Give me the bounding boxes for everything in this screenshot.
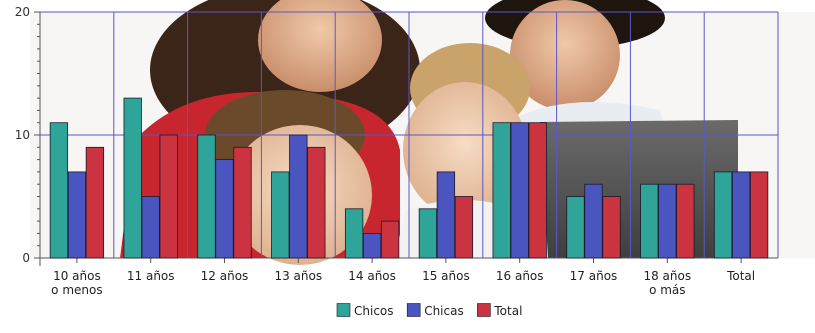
bar-chicas-5 <box>436 171 456 259</box>
y-tick-label: 0 <box>22 251 30 265</box>
legend-label-chicos: Chicos <box>354 304 394 318</box>
category-label: 11 años <box>127 269 175 283</box>
bar-total-7 <box>602 196 621 259</box>
bar-chicas-8 <box>658 183 677 259</box>
category-label: 10 años o menos <box>51 269 102 297</box>
bar-total-2 <box>233 146 252 259</box>
category-label: 12 años <box>201 269 249 283</box>
legend-label-total: Total <box>493 304 522 318</box>
legend-swatch-total <box>477 303 491 317</box>
legend-swatch-chicas <box>406 303 421 317</box>
bar-chicos-8 <box>640 183 659 259</box>
category-label: 15 años <box>422 269 470 283</box>
category-label: 13 años <box>274 269 322 283</box>
category-label: 16 años <box>496 269 544 283</box>
category-labels: 10 años o menos 11 años 12 años 13 años 14 añ… <box>51 269 755 297</box>
bar-chicas-3 <box>289 134 308 259</box>
bar-chicos-3 <box>271 171 290 259</box>
bar-chicos-1 <box>123 97 142 259</box>
bar-chicos-5 <box>418 208 438 259</box>
category-label: 18 años o más <box>643 269 691 297</box>
bar-total-3 <box>307 146 326 259</box>
legend: Chicos Chicas Total <box>336 303 522 318</box>
bar-chicas-6 <box>510 122 529 259</box>
bar-total-6 <box>528 122 547 259</box>
bar-chicos-9 <box>713 171 733 259</box>
bar-chicas-4 <box>362 232 382 259</box>
bar-total-0 <box>85 146 105 259</box>
y-tick-label: 10 <box>15 128 30 142</box>
bar-chicas-7 <box>584 183 603 259</box>
bar-total-5 <box>454 196 474 259</box>
bar-chicas-9 <box>731 171 751 259</box>
bar-total-9 <box>749 171 769 259</box>
bar-total-8 <box>676 183 695 259</box>
category-label: 14 años <box>348 269 396 283</box>
bar-chicos-7 <box>566 196 585 259</box>
bar-chicos-2 <box>197 134 216 259</box>
bar-chicos-0 <box>49 122 69 259</box>
bar-total-1 <box>159 134 178 259</box>
bar-chicas-0 <box>67 171 87 259</box>
legend-label-chicas: Chicas <box>424 304 464 318</box>
category-label: Total <box>726 269 755 283</box>
bars <box>49 97 769 259</box>
bar-chicos-6 <box>492 122 511 259</box>
category-label: 17 años <box>570 269 618 283</box>
y-tick-label: 20 <box>15 5 30 19</box>
bar-chicas-2 <box>215 159 234 259</box>
bar-chicos-4 <box>344 208 364 259</box>
legend-swatch-chicos <box>336 303 351 317</box>
bar-total-4 <box>380 220 400 259</box>
bar-chicas-1 <box>141 196 160 259</box>
